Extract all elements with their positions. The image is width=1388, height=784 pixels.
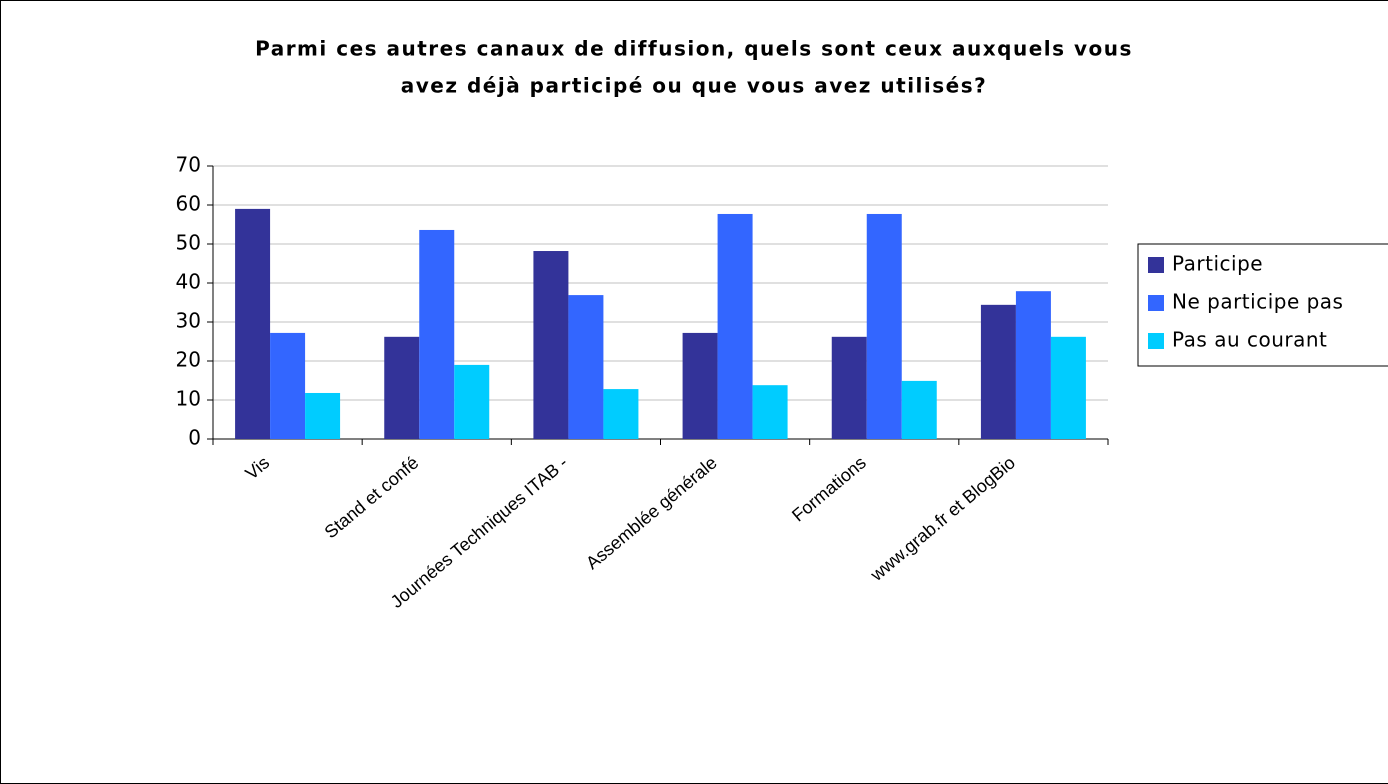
bar	[980, 304, 1016, 439]
y-tick-label: 0	[188, 426, 201, 450]
legend-box	[1137, 243, 1388, 367]
legend-swatch	[1148, 257, 1164, 273]
bar	[1050, 336, 1086, 439]
bar	[235, 208, 271, 439]
legend-label: Pas au courant	[1172, 328, 1327, 352]
chart-title: Parmi ces autres canaux de diffusion, qu…	[255, 37, 1133, 61]
bar	[866, 213, 902, 439]
bar	[270, 332, 306, 439]
y-tick-label: 70	[176, 153, 201, 177]
legend-swatch	[1148, 333, 1164, 349]
legend-swatch	[1148, 295, 1164, 311]
bar	[419, 229, 455, 439]
bar	[533, 251, 569, 439]
bar	[901, 380, 937, 439]
bar	[831, 336, 867, 439]
bar	[568, 295, 604, 439]
y-tick-label: 40	[176, 270, 201, 294]
bar	[384, 336, 420, 439]
y-tick-label: 60	[176, 192, 201, 216]
bar	[717, 213, 753, 439]
bar	[603, 389, 639, 439]
bar	[1015, 291, 1051, 439]
legend-label: Ne participe pas	[1172, 290, 1343, 314]
y-tick-label: 30	[176, 309, 201, 333]
bar	[682, 332, 718, 439]
bar	[752, 385, 788, 439]
chart-title: avez déjà participé ou que vous avez uti…	[401, 74, 988, 98]
bar	[454, 364, 490, 439]
y-tick-label: 10	[176, 387, 201, 411]
y-tick-label: 50	[176, 231, 201, 255]
bar	[305, 392, 341, 439]
y-tick-label: 20	[176, 348, 201, 372]
legend-label: Participe	[1172, 252, 1263, 276]
